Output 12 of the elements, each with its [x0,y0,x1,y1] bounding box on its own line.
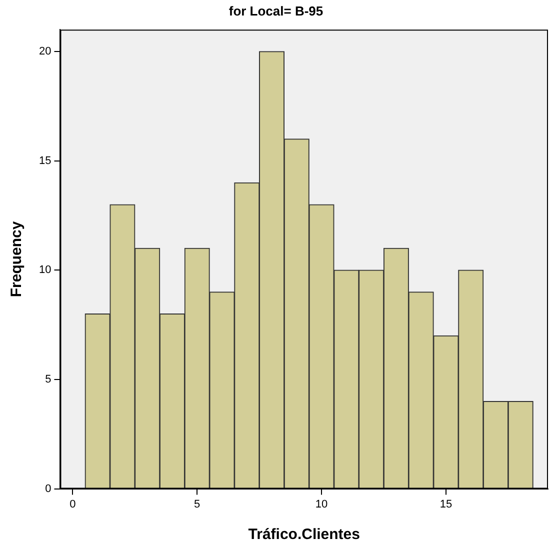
y-axis-title: Frequency [8,220,26,298]
x-tick-label: 10 [315,498,328,510]
x-tick-label: 15 [440,498,452,510]
y-tick-label: 15 [38,154,52,167]
y-tick-label: 5 [45,374,52,386]
y-tick-label: 20 [38,46,52,58]
x-tick-label: 0 [70,498,76,510]
y-tick-label: 0 [45,482,52,495]
chart-title: for Local= B-95 [228,3,324,18]
x-tick-label: 5 [194,498,200,510]
y-tick-label: 10 [38,264,52,276]
x-axis-title: Tráfico.Clientes [248,526,360,544]
